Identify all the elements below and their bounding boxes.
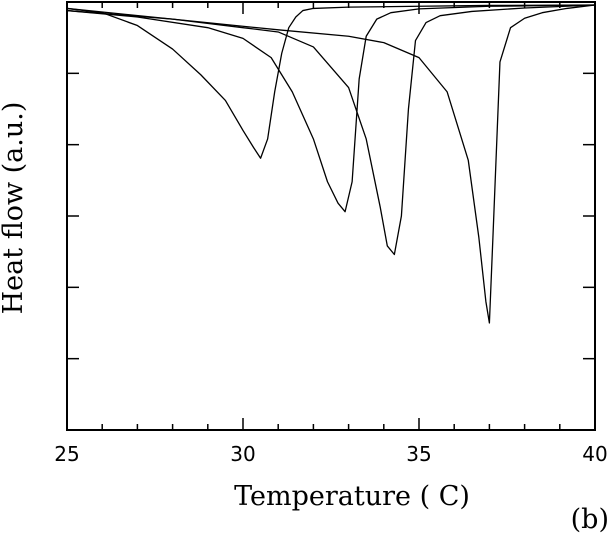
- x-tick-label: 30: [230, 442, 255, 466]
- tick-marks: [66, 2, 596, 430]
- series-lines: [66, 4, 596, 324]
- series-line-4: [66, 4, 596, 324]
- x-tick-label: 25: [54, 442, 79, 466]
- panel-label: (b): [571, 504, 609, 534]
- x-tick-label: 35: [406, 442, 431, 466]
- x-tick-label: 40: [582, 442, 607, 466]
- series-line-3: [66, 4, 596, 256]
- series-line-1: [66, 4, 596, 159]
- x-axis-title: Temperature ( C): [234, 481, 470, 512]
- plot-frame: [66, 1, 596, 431]
- y-axis-title: Heat flow (a.u.): [0, 102, 29, 315]
- series-line-2: [66, 4, 596, 213]
- x-tick-labels: 25 30 35 40: [54, 442, 607, 466]
